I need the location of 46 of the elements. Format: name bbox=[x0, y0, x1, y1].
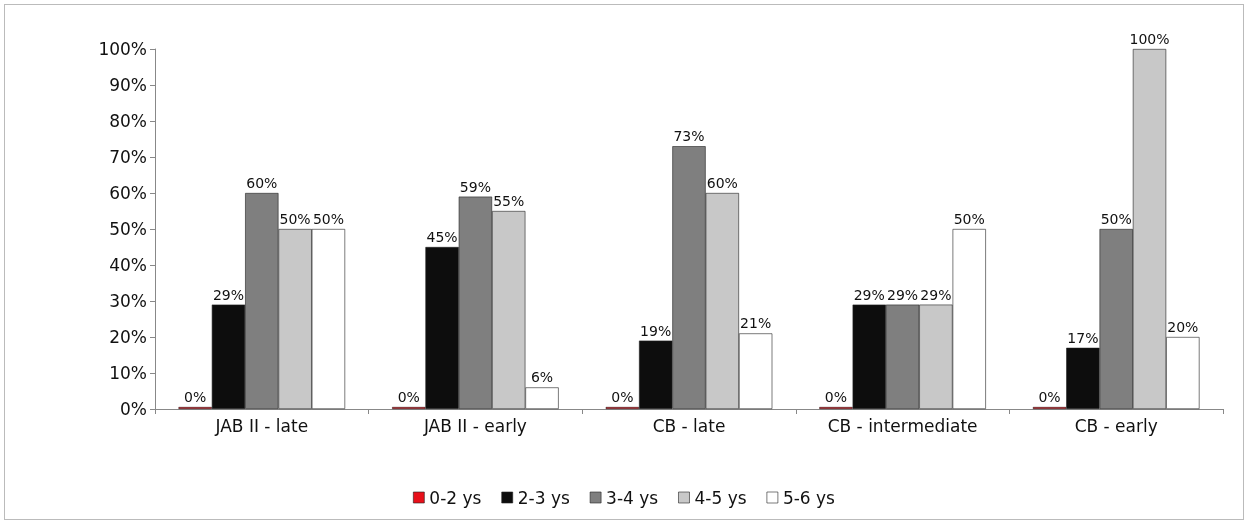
data-label: 29% bbox=[212, 286, 245, 303]
data-label: 17% bbox=[1067, 329, 1099, 346]
x-tick-label: CB - intermediate bbox=[827, 415, 978, 436]
data-label: 0% bbox=[611, 389, 634, 405]
data-label: 55% bbox=[493, 193, 525, 209]
y-tick-label: 70% bbox=[109, 147, 147, 167]
data-label: 29% bbox=[887, 286, 919, 303]
y-tick-label: 90% bbox=[109, 75, 147, 95]
data-label: 50% bbox=[279, 211, 311, 227]
data-label: 0% bbox=[184, 389, 207, 405]
x-tick-label: CB - late bbox=[652, 415, 726, 436]
data-label: 0% bbox=[397, 389, 420, 405]
data-label: 60% bbox=[706, 175, 738, 191]
legend-label: 4-5 ys bbox=[694, 487, 747, 508]
data-label: 50% bbox=[953, 211, 985, 227]
x-tick-label: JAB II - early bbox=[422, 415, 527, 436]
data-label: 6% bbox=[530, 369, 554, 386]
data-label: 0% bbox=[824, 389, 848, 405]
data-label: 73% bbox=[673, 128, 705, 145]
y-tick-label: 30% bbox=[109, 291, 147, 311]
data-label: 59% bbox=[459, 178, 491, 195]
legend-label: 5-6 ys bbox=[782, 487, 836, 508]
y-tick-label: 100% bbox=[98, 39, 147, 59]
data-label: 0% bbox=[1038, 389, 1061, 405]
legend-label: 0-2 ys bbox=[429, 487, 482, 508]
y-tick-label: 60% bbox=[109, 183, 147, 203]
y-tick-label: 80% bbox=[109, 111, 147, 131]
data-label: 21% bbox=[740, 315, 772, 332]
data-label: 45% bbox=[426, 229, 458, 245]
data-label: 20% bbox=[1167, 319, 1199, 335]
legend-label: 3-4 ys bbox=[606, 487, 659, 508]
legend-label: 2-3 ys bbox=[517, 487, 570, 508]
data-label: 50% bbox=[312, 211, 345, 227]
data-label: 100% bbox=[1129, 31, 1170, 47]
y-tick-label: 10% bbox=[109, 363, 147, 383]
data-label: 50% bbox=[1100, 211, 1132, 227]
x-tick-label: CB - early bbox=[1074, 415, 1158, 436]
y-tick-label: 50% bbox=[109, 219, 147, 239]
data-label: 29% bbox=[853, 286, 885, 303]
data-label: 60% bbox=[246, 175, 278, 191]
x-tick-label: JAB II - late bbox=[214, 415, 309, 436]
y-tick-label: 20% bbox=[109, 327, 147, 347]
data-label: 19% bbox=[640, 322, 672, 339]
y-tick-label: 0% bbox=[120, 399, 147, 419]
y-tick-label: 40% bbox=[109, 255, 147, 275]
data-label: 29% bbox=[920, 286, 952, 303]
